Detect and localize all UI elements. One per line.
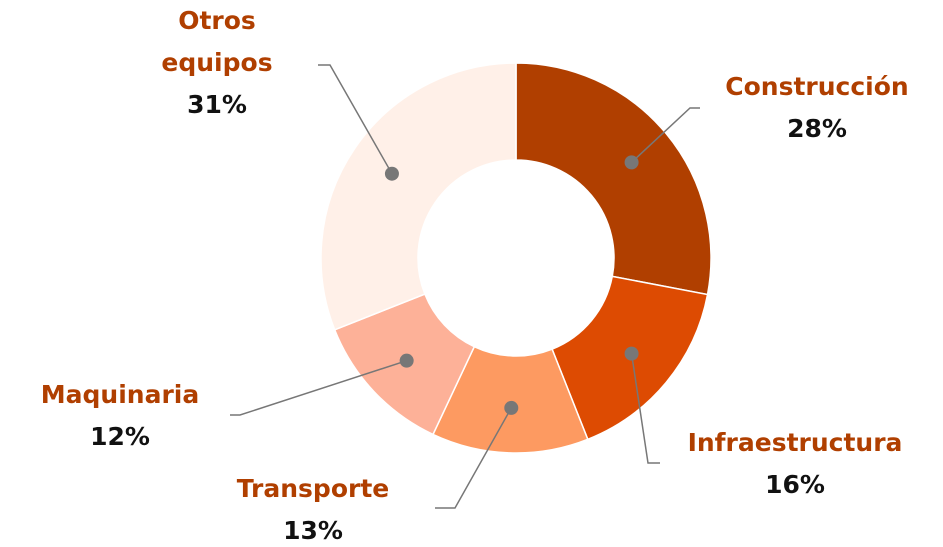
leader-dot: [384, 166, 399, 181]
value-label: 16%: [765, 470, 825, 499]
slice-label: Infraestructura 16%: [688, 422, 903, 506]
slice-label: Otros equipos 31%: [147, 0, 287, 126]
slice-label: Maquinaria 12%: [41, 374, 199, 458]
leader-line: [631, 107, 700, 163]
category-label: Maquinaria: [40, 380, 200, 409]
leader-line: [230, 359, 407, 416]
slice-label: Construcción 28%: [725, 66, 908, 150]
category-label: Infraestructura: [687, 428, 903, 457]
category-label: Transporte: [236, 474, 390, 503]
leader-line: [435, 407, 512, 509]
slice-label: Transporte 13%: [237, 468, 390, 547]
leader-dot: [624, 346, 639, 361]
leader-line: [318, 64, 393, 175]
leader-dot: [624, 155, 639, 170]
donut-slice: [515, 62, 712, 296]
value-label: 13%: [283, 516, 343, 545]
value-label: 31%: [187, 90, 247, 119]
donut-slice: [320, 62, 517, 331]
leader-dot: [504, 400, 519, 415]
value-label: 28%: [787, 114, 847, 143]
value-label: 12%: [90, 422, 150, 451]
leader-line: [630, 353, 660, 464]
leader-dot: [399, 353, 414, 368]
category-label: Otros equipos: [161, 6, 273, 77]
category-label: Construcción: [725, 72, 909, 101]
